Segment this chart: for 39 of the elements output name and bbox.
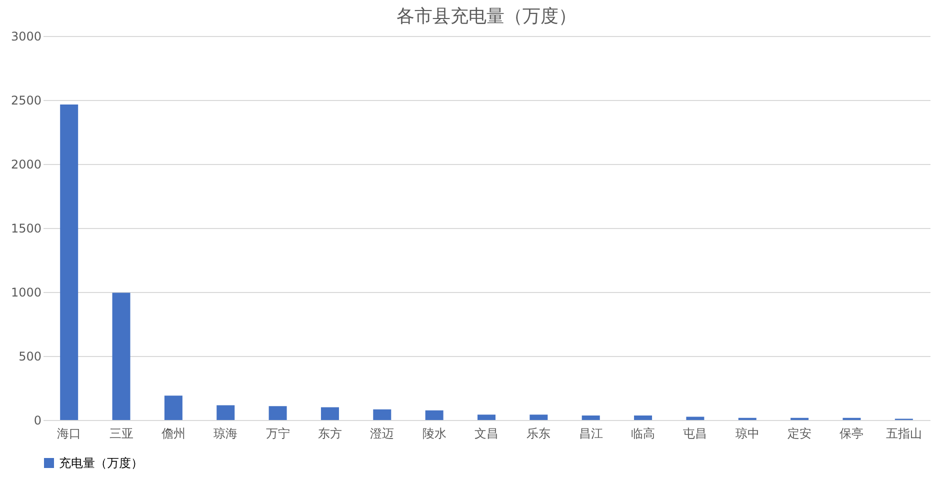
x-tick-label: 三亚: [109, 426, 134, 440]
bar: [530, 414, 548, 420]
x-tick-label: 海口: [57, 426, 82, 440]
bar: [320, 407, 339, 420]
y-tick-label: 1000: [10, 286, 42, 300]
x-tick-label: 五指山: [886, 426, 922, 440]
x-tick-label: 东方: [318, 426, 342, 440]
y-tick-label: 500: [18, 350, 42, 364]
y-tick-label: 2500: [10, 94, 42, 108]
chart-title: 各市县充电量（万度）: [396, 6, 576, 27]
legend-label: 充电量（万度）: [59, 456, 143, 470]
bar: [686, 416, 704, 420]
x-tick-label: 澄迈: [370, 426, 394, 440]
x-tick-label: 万宁: [266, 426, 290, 440]
y-tick-label: 2000: [10, 158, 42, 172]
bar: [112, 292, 130, 420]
x-tick-label: 保亭: [840, 426, 864, 440]
bar: [478, 414, 496, 420]
bar: [60, 104, 78, 420]
x-tick-label: 定安: [788, 426, 812, 440]
x-tick-label: 琼海: [214, 426, 238, 440]
x-tick-label: 屯昌: [683, 426, 708, 440]
x-tick-label: 文昌: [474, 426, 498, 440]
y-tick-label: 1500: [10, 222, 42, 236]
bar: [634, 416, 652, 420]
x-tick-label: 儋州: [161, 426, 186, 440]
x-tick-label: 乐东: [526, 426, 551, 440]
bar: [373, 409, 392, 420]
y-tick-label: 3000: [10, 30, 42, 44]
bar: [164, 396, 182, 420]
bar: [582, 416, 600, 420]
x-tick-label: 临高: [631, 426, 656, 440]
x-tick-label: 琼中: [735, 426, 760, 440]
bar: [216, 405, 235, 420]
x-tick-label: 昌江: [578, 426, 603, 440]
bar: [425, 410, 444, 420]
y-tick-label: 0: [34, 414, 42, 428]
bar: [268, 406, 287, 420]
x-tick-label: 陵水: [422, 426, 446, 440]
